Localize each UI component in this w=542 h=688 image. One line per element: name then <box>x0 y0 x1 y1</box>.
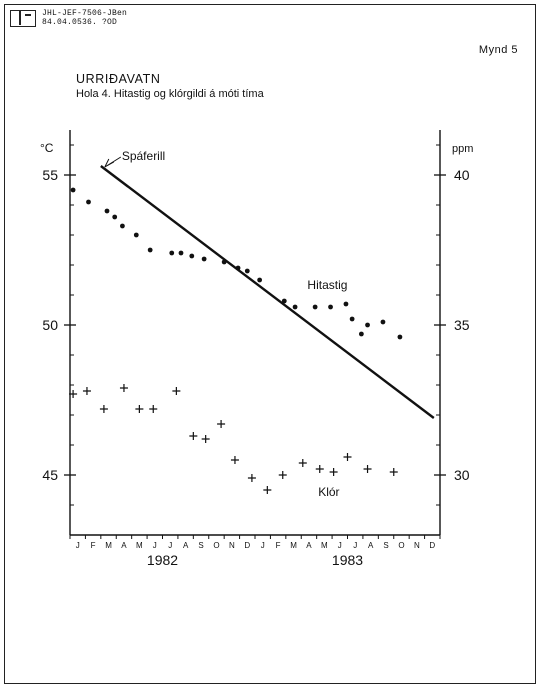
x-month-label: D <box>244 541 250 550</box>
temperature-point <box>112 214 118 220</box>
institution-logo <box>10 10 36 27</box>
trend-label-arrow <box>104 156 122 168</box>
temperature-point <box>343 301 349 307</box>
chloride-point <box>278 471 287 479</box>
left-tick-label: 55 <box>42 167 58 183</box>
x-month-label: J <box>153 541 157 550</box>
x-month-label: S <box>383 541 388 550</box>
temperature-point <box>189 253 195 259</box>
temperature-point <box>349 316 355 322</box>
figure-number: Mynd 5 <box>478 44 518 56</box>
chloride-point <box>230 456 239 464</box>
x-month-label: J <box>338 541 342 550</box>
temperature-point <box>201 256 207 262</box>
x-month-label: M <box>105 541 112 550</box>
trend-line <box>100 165 435 419</box>
temperature-point <box>70 187 76 193</box>
x-month-label: J <box>353 541 357 550</box>
right-tick-label: 35 <box>454 317 470 333</box>
x-month-label: S <box>198 541 203 550</box>
chloride-point <box>99 405 108 413</box>
chloride-point <box>189 432 198 440</box>
chloride-point <box>343 453 352 461</box>
temperature-point <box>281 298 287 304</box>
x-month-label: F <box>91 541 96 550</box>
right-tick-label: 40 <box>454 167 470 183</box>
chloride-series-label: Klór <box>318 485 339 499</box>
x-month-label: J <box>168 541 172 550</box>
x-month-label: M <box>136 541 143 550</box>
x-month-label: A <box>306 541 312 550</box>
left-tick-label: 45 <box>42 467 58 483</box>
x-month-label: A <box>183 541 189 550</box>
reference-line-2: 84.04.0536. ?OD <box>42 18 118 27</box>
chloride-point <box>82 387 91 395</box>
x-month-label: A <box>368 541 374 550</box>
chloride-point <box>389 468 398 476</box>
x-month-label: M <box>321 541 328 550</box>
reference-code: JHL-JEF-7506-JBen 84.04.0536. ?OD <box>42 9 127 27</box>
x-month-label: F <box>276 541 281 550</box>
x-month-label: O <box>213 541 219 550</box>
chart-title: URRIÐAVATN <box>76 72 161 86</box>
figure-frame <box>4 4 536 684</box>
temperature-point <box>312 304 318 310</box>
temperature-point <box>328 304 333 310</box>
trend-label: Spáferill <box>122 149 165 163</box>
right-tick-label: 30 <box>454 467 470 483</box>
chart-subtitle: Hola 4. Hitastig og klórgildi á móti tím… <box>76 88 264 100</box>
x-month-label: O <box>398 541 404 550</box>
left-axis-unit: °C <box>40 141 54 155</box>
temperature-point <box>178 250 184 256</box>
x-month-label: A <box>121 541 127 550</box>
temperature-point <box>244 268 250 274</box>
chloride-point <box>119 384 128 392</box>
x-year-label: 1983 <box>332 552 363 568</box>
temperature-point <box>86 199 91 205</box>
x-month-label: N <box>229 541 235 550</box>
x-month-label: J <box>76 541 80 550</box>
chloride-point <box>217 420 226 428</box>
temperature-point <box>133 232 139 238</box>
chloride-point <box>263 486 272 494</box>
left-tick-label: 50 <box>42 317 58 333</box>
chloride-point <box>298 459 307 467</box>
temperature-point <box>257 277 263 283</box>
chloride-point <box>315 465 324 473</box>
chloride-point <box>363 465 372 473</box>
chloride-point <box>201 435 210 443</box>
temperature-point <box>104 208 110 214</box>
x-month-label: M <box>290 541 297 550</box>
x-month-label: D <box>429 541 435 550</box>
chloride-point <box>135 405 144 413</box>
x-year-label: 1982 <box>147 552 178 568</box>
temperature-point <box>120 223 125 229</box>
right-axis-unit: ppm <box>452 143 473 155</box>
chloride-point <box>329 468 338 476</box>
chloride-point <box>69 390 78 398</box>
temperature-series-label: Hitastig <box>307 278 347 292</box>
temperature-point <box>365 322 370 328</box>
x-month-label: N <box>414 541 420 550</box>
chloride-point <box>247 474 256 482</box>
x-month-label: J <box>261 541 265 550</box>
chloride-point <box>149 405 158 413</box>
temperature-point <box>358 331 364 337</box>
temperature-point <box>169 250 175 256</box>
temperature-point <box>397 334 403 340</box>
temperature-point <box>380 319 386 325</box>
chloride-point <box>172 387 181 395</box>
reference-line-1: JHL-JEF-7506-JBen <box>42 9 128 18</box>
temperature-point <box>147 247 153 253</box>
temperature-point <box>292 304 298 310</box>
